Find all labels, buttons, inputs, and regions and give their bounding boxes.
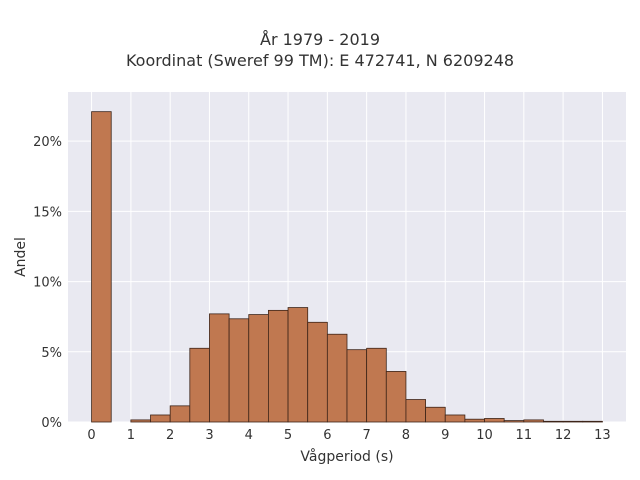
y-tick-label: 0% xyxy=(41,416,62,431)
histogram-bar xyxy=(503,420,525,423)
x-tick-label: 0 xyxy=(87,428,95,443)
histogram-bar xyxy=(543,420,564,423)
histogram-bar xyxy=(209,313,230,423)
x-axis-ticks: 0 1 2 3 4 5 6 7 8 9 10 11 12 13 xyxy=(87,428,610,443)
x-tick-label: 13 xyxy=(594,428,611,443)
histogram-bar xyxy=(130,419,151,423)
histogram-bar xyxy=(425,406,446,423)
x-axis-label: Vågperiod (s) xyxy=(300,448,393,465)
histogram-bar xyxy=(385,371,407,423)
y-tick-label: 10% xyxy=(33,276,62,291)
histogram-bar xyxy=(444,414,466,423)
histogram-bar xyxy=(248,314,269,423)
x-tick-label: 9 xyxy=(441,428,449,443)
x-tick-label: 5 xyxy=(284,428,292,443)
histogram-bar xyxy=(562,420,584,423)
y-tick-label: 20% xyxy=(33,135,62,150)
histogram-bar xyxy=(346,349,368,423)
histogram-bar xyxy=(228,318,250,423)
histogram-bar xyxy=(287,307,309,423)
y-tick-label: 15% xyxy=(33,205,62,220)
histogram-bar xyxy=(484,418,505,423)
y-axis-label: Andel xyxy=(13,237,29,277)
x-tick-label: 11 xyxy=(516,428,533,443)
y-tick-label: 5% xyxy=(41,346,62,361)
histogram-bar xyxy=(91,111,112,423)
gridlines xyxy=(68,92,626,423)
x-tick-label: 8 xyxy=(402,428,410,443)
histogram-bar xyxy=(307,321,328,423)
histogram-bar xyxy=(189,347,210,423)
histogram-bar xyxy=(150,414,171,423)
x-tick-label: 10 xyxy=(476,428,493,443)
bars xyxy=(91,111,603,423)
histogram-bar xyxy=(523,419,544,423)
x-tick-label: 1 xyxy=(127,428,135,443)
x-tick-label: 2 xyxy=(166,428,174,443)
histogram-bar xyxy=(366,347,387,423)
histogram-bar xyxy=(405,399,426,423)
histogram-bar xyxy=(326,333,348,423)
histogram-bar xyxy=(464,418,485,423)
x-tick-label: 3 xyxy=(205,428,213,443)
x-tick-label: 4 xyxy=(245,428,253,443)
y-axis-ticks: 0% 5% 10% 15% 20% xyxy=(33,135,62,431)
x-tick-label: 7 xyxy=(363,428,371,443)
x-tick-label: 12 xyxy=(555,428,572,443)
chart-title: År 1979 - 2019 xyxy=(260,30,380,49)
histogram-bar xyxy=(582,420,603,423)
chart-subtitle: Koordinat (Sweref 99 TM): E 472741, N 62… xyxy=(125,51,515,70)
histogram-bar xyxy=(169,405,191,423)
x-tick-label: 6 xyxy=(323,428,331,443)
histogram-bar xyxy=(268,309,289,423)
